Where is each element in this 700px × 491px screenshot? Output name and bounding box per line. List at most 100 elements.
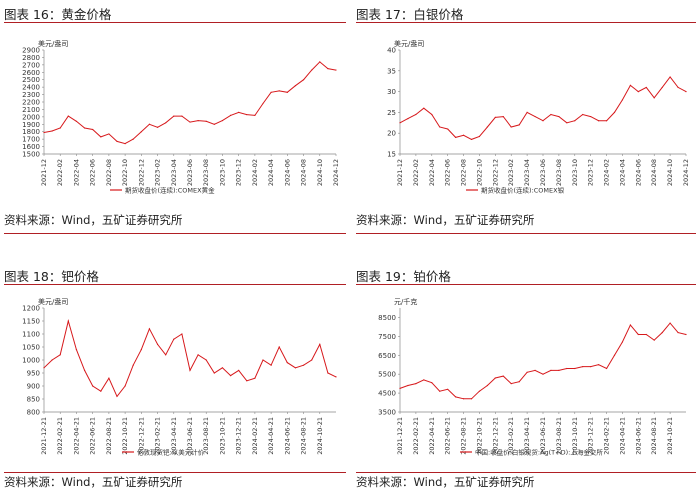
legend-label: 伦敦现货钯:以美元计价 xyxy=(137,448,205,457)
y-tick-label: 5500 xyxy=(378,371,396,379)
data-point xyxy=(189,369,191,371)
data-point xyxy=(75,120,78,122)
data-point xyxy=(582,113,584,116)
data-point xyxy=(51,359,53,361)
data-point xyxy=(455,396,457,398)
data-point xyxy=(165,122,167,124)
data-point xyxy=(221,119,224,122)
y-tick-label: 40 xyxy=(387,47,396,55)
data-point xyxy=(447,388,449,390)
x-tick-label: 2024-10 xyxy=(666,159,674,186)
x-tick-label: 2024-06 xyxy=(634,159,642,186)
y-tick-label: 1600 xyxy=(22,143,40,151)
data-point xyxy=(566,122,568,124)
data-point xyxy=(470,398,473,400)
data-point xyxy=(677,86,679,89)
legend-label: 期货收盘价(连续):COMEX银 xyxy=(481,186,565,195)
x-tick-label: 2024-06-21 xyxy=(634,417,642,455)
data-point xyxy=(270,91,272,93)
data-point xyxy=(574,120,576,122)
source-note: 资料来源：Wind，五矿证券研究所 xyxy=(356,475,535,489)
data-point xyxy=(165,354,167,356)
data-point xyxy=(181,333,183,335)
data-point xyxy=(59,354,61,356)
figure-title: 图表 19：铂价格 xyxy=(356,269,451,284)
data-point xyxy=(262,102,264,105)
y-tick-label: 3500 xyxy=(378,409,396,417)
data-point xyxy=(613,111,616,113)
data-point xyxy=(455,136,457,138)
source-rule xyxy=(356,233,696,234)
data-point xyxy=(494,377,496,379)
x-tick-label: 2024-08-21 xyxy=(300,417,308,455)
data-point xyxy=(637,333,639,336)
x-tick-label: 2022-10 xyxy=(475,159,483,186)
data-point xyxy=(550,113,552,116)
data-point xyxy=(100,136,102,138)
data-point xyxy=(254,114,256,116)
source-note: 资料来源：Wind，五矿证券研究所 xyxy=(356,213,535,227)
data-point xyxy=(685,91,687,93)
data-point xyxy=(558,369,560,371)
data-point xyxy=(278,90,280,92)
data-point xyxy=(229,375,232,377)
data-point xyxy=(254,377,256,379)
data-point xyxy=(407,384,409,387)
data-point xyxy=(423,379,425,381)
y-tick-label: 8500 xyxy=(378,314,396,322)
source-note: 资料来源：Wind，五矿证券研究所 xyxy=(4,475,183,489)
data-point xyxy=(502,375,504,377)
data-point xyxy=(148,123,151,125)
y-tick-label: 1000 xyxy=(22,357,40,365)
x-tick-label: 2022-10-21 xyxy=(475,417,483,455)
y-tick-label: 2200 xyxy=(22,99,40,107)
data-point xyxy=(59,127,61,129)
figure-title: 图表 17：白银价格 xyxy=(356,7,464,22)
x-tick-label: 2022-08-21 xyxy=(460,417,468,455)
data-point xyxy=(205,359,207,361)
x-tick-label: 2023-02-21 xyxy=(507,417,515,455)
data-point xyxy=(431,113,433,116)
data-point xyxy=(108,133,110,135)
x-tick-label: 2024-04 xyxy=(267,159,275,186)
data-point xyxy=(590,366,592,368)
y-tick-label: 2600 xyxy=(22,69,40,77)
data-point xyxy=(478,135,481,138)
legend-label: 中国:收盘价:白银现货:Ag(T+D):上海金交所 xyxy=(475,448,603,457)
data-point xyxy=(181,115,183,117)
data-point xyxy=(197,119,199,122)
figure-title: 图表 16：黄金价格 xyxy=(4,7,112,22)
x-tick-label: 2024-08-21 xyxy=(650,417,658,455)
data-point xyxy=(447,128,449,130)
data-point xyxy=(173,115,175,117)
data-point xyxy=(319,343,321,345)
data-point xyxy=(470,138,473,141)
data-point xyxy=(415,383,417,385)
data-point xyxy=(302,79,305,81)
data-point xyxy=(613,354,616,356)
data-point xyxy=(407,118,409,120)
data-point xyxy=(502,115,504,118)
data-point xyxy=(278,346,280,348)
data-point xyxy=(550,369,552,371)
data-point xyxy=(327,372,329,374)
x-tick-label: 2024-12 xyxy=(682,159,690,186)
data-point xyxy=(335,376,337,378)
gold-price-chart: 美元/盎司 15001600170018001900200021002200230… xyxy=(22,39,340,195)
source-rule xyxy=(4,233,346,234)
data-point xyxy=(582,366,584,368)
data-point xyxy=(669,322,671,324)
title-rule xyxy=(356,22,696,23)
platinum-price-chart: 元/千克 3500 4500 5500 6500 7500 8500 2021-12-21 20… xyxy=(378,297,687,457)
data-point xyxy=(629,324,631,326)
data-point xyxy=(116,395,118,397)
x-tick-label: 2022-12 xyxy=(491,159,499,186)
x-tick-label: 2021-12 xyxy=(40,159,48,186)
data-point xyxy=(311,359,313,361)
x-tick-label: 2022-12-21 xyxy=(491,417,499,455)
data-point xyxy=(534,115,536,118)
data-point xyxy=(423,107,425,109)
data-point xyxy=(415,113,417,116)
data-point xyxy=(439,390,441,392)
series-line xyxy=(43,319,337,398)
